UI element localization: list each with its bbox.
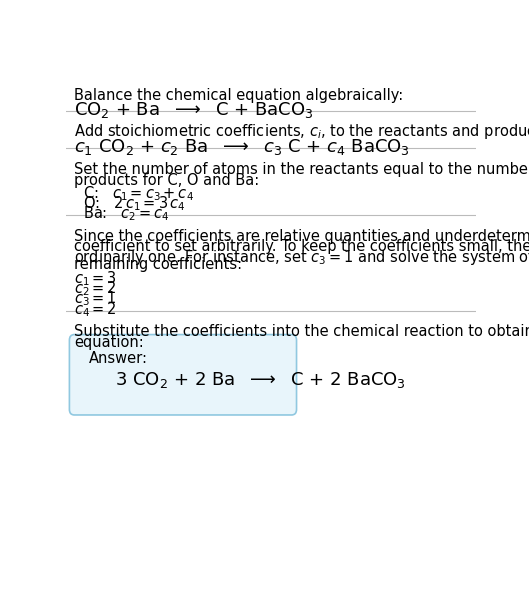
Text: Balance the chemical equation algebraically:: Balance the chemical equation algebraica… bbox=[74, 88, 404, 103]
Text: Add stoichiometric coefficients, $c_i$, to the reactants and products:: Add stoichiometric coefficients, $c_i$, … bbox=[74, 122, 529, 141]
Text: O:   $2\,c_1 = 3\,c_4$: O: $2\,c_1 = 3\,c_4$ bbox=[83, 194, 185, 213]
Text: remaining coefficients:: remaining coefficients: bbox=[74, 257, 242, 273]
Text: $c_1 = 3$: $c_1 = 3$ bbox=[74, 269, 117, 288]
Text: Set the number of atoms in the reactants equal to the number of atoms in the: Set the number of atoms in the reactants… bbox=[74, 161, 529, 177]
Text: $c_2 = 2$: $c_2 = 2$ bbox=[74, 279, 117, 298]
Text: $\mathregular{CO_2}$ + Ba  $\longrightarrow$  C + $\mathregular{BaCO_3}$: $\mathregular{CO_2}$ + Ba $\longrightarr… bbox=[74, 100, 314, 120]
Text: $c_4 = 2$: $c_4 = 2$ bbox=[74, 300, 117, 319]
Text: coefficient to set arbitrarily. To keep the coefficients small, the arbitrary va: coefficient to set arbitrarily. To keep … bbox=[74, 239, 529, 254]
Text: Since the coefficients are relative quantities and underdetermined, choose a: Since the coefficients are relative quan… bbox=[74, 229, 529, 245]
Text: ordinarily one. For instance, set $c_3 = 1$ and solve the system of equations fo: ordinarily one. For instance, set $c_3 =… bbox=[74, 248, 529, 267]
Text: products for C, O and Ba:: products for C, O and Ba: bbox=[74, 173, 260, 188]
Text: 3 $\mathregular{CO_2}$ + 2 Ba  $\longrightarrow$  C + 2 $\mathregular{BaCO_3}$: 3 $\mathregular{CO_2}$ + 2 Ba $\longrigh… bbox=[115, 370, 406, 390]
Text: Substitute the coefficients into the chemical reaction to obtain the balanced: Substitute the coefficients into the che… bbox=[74, 324, 529, 339]
Text: Answer:: Answer: bbox=[89, 351, 148, 366]
Text: equation:: equation: bbox=[74, 334, 144, 350]
Text: $c_1$ $\mathregular{CO_2}$ + $c_2$ Ba  $\longrightarrow$  $c_3$ C + $c_4$ $\math: $c_1$ $\mathregular{CO_2}$ + $c_2$ Ba $\… bbox=[74, 137, 410, 157]
Text: $c_3 = 1$: $c_3 = 1$ bbox=[74, 290, 117, 308]
FancyBboxPatch shape bbox=[69, 334, 297, 415]
Text: C:   $c_1 = c_3 + c_4$: C: $c_1 = c_3 + c_4$ bbox=[83, 184, 194, 203]
Text: Ba:   $c_2 = c_4$: Ba: $c_2 = c_4$ bbox=[83, 205, 169, 223]
